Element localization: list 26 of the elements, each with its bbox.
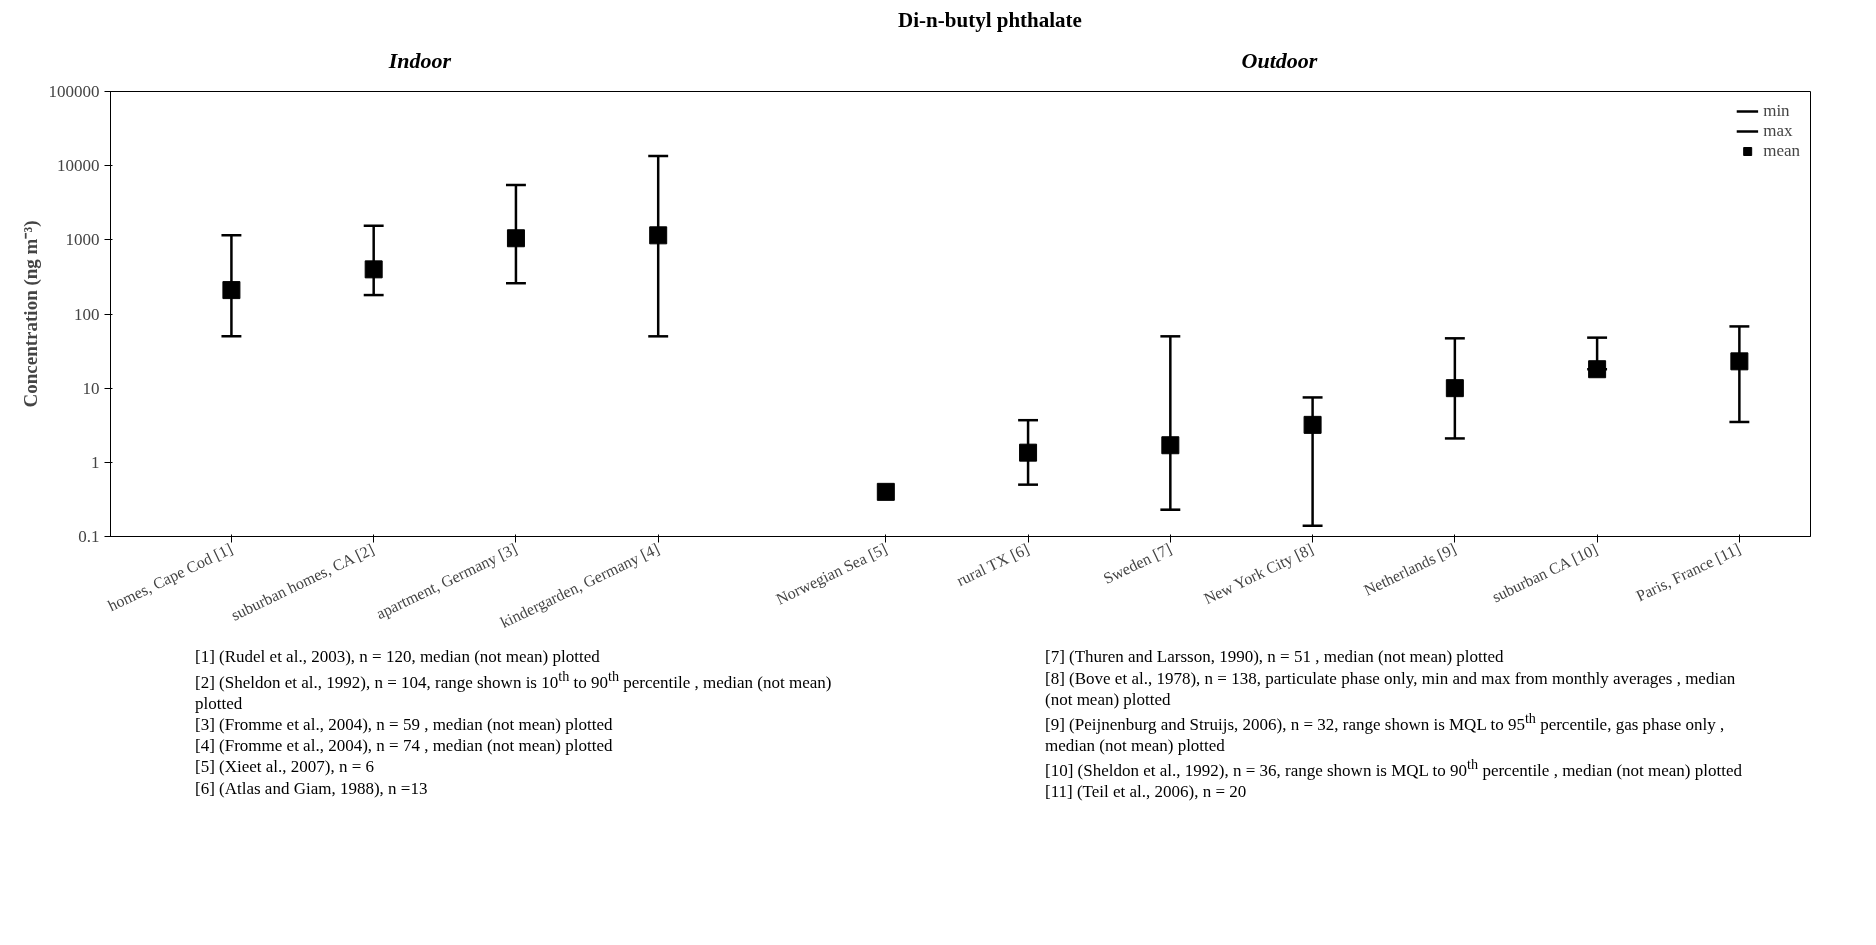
text: [5] (Xieet al., 2007), n = 6 [195, 757, 375, 777]
annotation: min [1763, 101, 1790, 122]
y-axis-title: Concentration (ng m⁻³) [19, 220, 42, 408]
text: Indoor [388, 47, 452, 75]
x-tick-label: rural TX [6] [953, 540, 1032, 590]
text: [7] (Thuren and Larsson, 1990), n = 51 , median (not mean) plotted [1045, 647, 1504, 667]
y-tick-label: 1000 [65, 230, 100, 250]
x-tick-label: New York City [8] [1201, 540, 1317, 609]
y-tick-label: 100 [74, 304, 100, 324]
y-tick-label: 10000 [57, 156, 100, 176]
text: [3] (Fromme et al., 2004), n = 59 , median (not mean) plotted [195, 714, 613, 734]
chart-title: Di-n-butyl phthalate [898, 7, 1082, 34]
x-tick-label: Paris, France [11] [1633, 540, 1744, 605]
y-tick-label: 100000 [48, 82, 100, 102]
text: [10] (Sheldon et al., 1992), n = 36, range shown is MQL to 90$^{th}$ percentile , median (not mean) plotted [1045, 756, 1742, 780]
text: [2] (Sheldon et al., 1992), n = 104, range shown is 10$^{th}$ to 90$^{th}$ percentile , median (not mean) plotted [195, 667, 832, 713]
text: Outdoor [1241, 47, 1318, 75]
text: [4] (Fromme et al., 2004), n = 74 , median (not mean) plotted [195, 736, 613, 756]
y-tick-label: 10 [82, 379, 100, 399]
text: [11] (Teil et al., 2006), n = 20 [1045, 782, 1247, 802]
y-tick-label: 0.1 [78, 527, 100, 547]
annotation: max [1763, 121, 1793, 142]
text: [1] (Rudel et al., 2003), n = 120, median (not mean) plotted [195, 647, 600, 667]
text: [6] (Atlas and Giam, 1988), n =13 [195, 778, 428, 798]
legend-label: mean [1763, 141, 1800, 162]
y-tick-label: 1 [91, 453, 100, 473]
